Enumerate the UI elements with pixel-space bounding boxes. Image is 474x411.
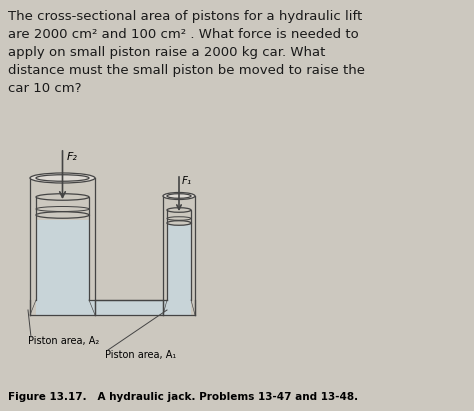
Text: F₁: F₁ <box>182 176 192 186</box>
Text: distance must the small piston be moved to raise the: distance must the small piston be moved … <box>8 64 365 77</box>
Text: are 2000 cm² and 100 cm² . What force is needed to: are 2000 cm² and 100 cm² . What force is… <box>8 28 359 41</box>
Bar <box>167 225 191 300</box>
Ellipse shape <box>167 208 191 212</box>
Text: car 10 cm?: car 10 cm? <box>8 82 82 95</box>
Bar <box>36 197 89 215</box>
Bar <box>167 300 191 315</box>
Text: apply on small piston raise a 2000 kg car. What: apply on small piston raise a 2000 kg ca… <box>8 46 325 59</box>
Text: F₂: F₂ <box>66 152 77 162</box>
Ellipse shape <box>36 212 89 218</box>
Text: Figure 13.17.   A hydraulic jack. Problems 13-47 and 13-48.: Figure 13.17. A hydraulic jack. Problems… <box>8 392 358 402</box>
Bar <box>167 210 191 223</box>
Bar <box>36 300 89 315</box>
Ellipse shape <box>30 173 95 183</box>
Ellipse shape <box>163 192 195 199</box>
Text: Piston area, A₁: Piston area, A₁ <box>105 350 176 360</box>
Ellipse shape <box>36 175 89 181</box>
Ellipse shape <box>167 221 191 225</box>
Text: The cross-sectional area of pistons for a hydraulic lift: The cross-sectional area of pistons for … <box>8 10 362 23</box>
Bar <box>89 300 167 315</box>
Ellipse shape <box>36 194 89 200</box>
Bar <box>36 220 89 300</box>
Text: Piston area, A₂: Piston area, A₂ <box>28 336 99 346</box>
Ellipse shape <box>167 194 191 198</box>
